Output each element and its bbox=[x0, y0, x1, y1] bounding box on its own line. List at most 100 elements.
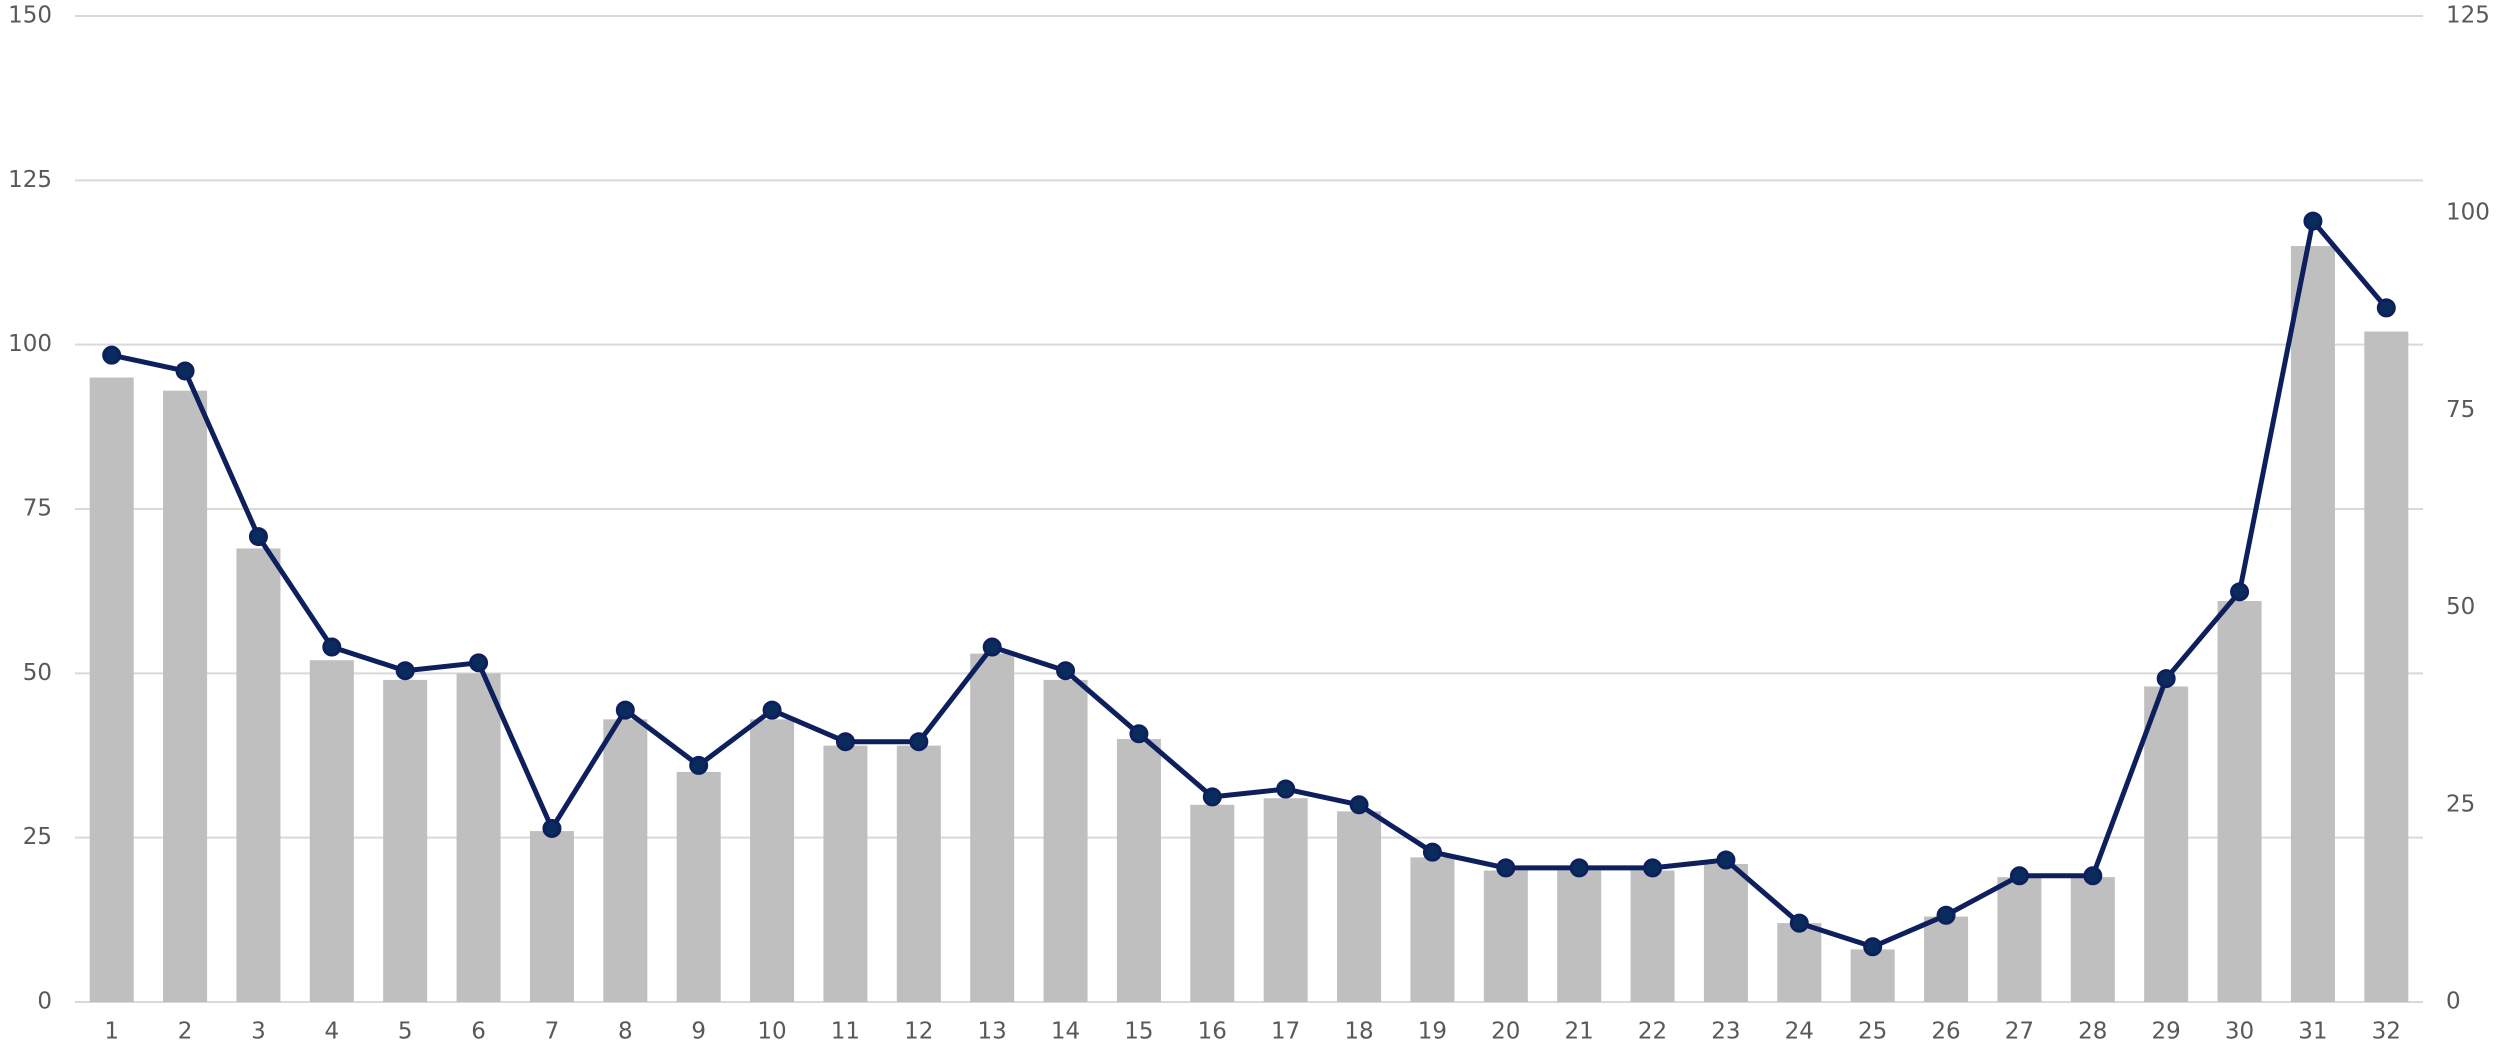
x-tick-label: 28 bbox=[2078, 1019, 2107, 1045]
x-tick-label: 14 bbox=[1051, 1019, 1080, 1045]
line-marker bbox=[2376, 298, 2396, 318]
line-marker bbox=[1569, 858, 1589, 878]
bar bbox=[1703, 863, 1748, 1002]
x-tick-label: 18 bbox=[1344, 1019, 1373, 1045]
line-marker bbox=[2009, 866, 2029, 886]
line-marker bbox=[1716, 850, 1736, 870]
line-marker bbox=[909, 732, 929, 752]
bar bbox=[2364, 331, 2409, 1002]
x-tick-label: 9 bbox=[691, 1019, 706, 1045]
x-tick-label: 16 bbox=[1198, 1019, 1227, 1045]
line-marker bbox=[1496, 858, 1516, 878]
x-tick-label: 4 bbox=[324, 1019, 339, 1045]
x-tick-label: 10 bbox=[757, 1019, 786, 1045]
bar bbox=[2217, 601, 2262, 1002]
line-marker bbox=[542, 818, 562, 838]
y2-tick-label: 50 bbox=[2446, 594, 2475, 620]
x-tick-label: 30 bbox=[2225, 1019, 2254, 1045]
y-tick-label: 25 bbox=[23, 824, 52, 850]
x-tick-label: 1 bbox=[104, 1019, 119, 1045]
line-marker bbox=[2303, 211, 2323, 231]
x-tick-label: 2 bbox=[178, 1019, 193, 1045]
x-tick-label: 22 bbox=[1638, 1019, 1667, 1045]
bar bbox=[236, 548, 281, 1002]
line-marker bbox=[1129, 724, 1149, 744]
x-tick-label: 7 bbox=[545, 1019, 560, 1045]
x-tick-label: 27 bbox=[2005, 1019, 2034, 1045]
y2-tick-label: 75 bbox=[2446, 397, 2475, 423]
line-marker bbox=[2156, 669, 2176, 689]
x-tick-label: 20 bbox=[1491, 1019, 1520, 1045]
x-tick-label: 29 bbox=[2152, 1019, 2181, 1045]
y-tick-label: 50 bbox=[23, 660, 52, 686]
line-marker bbox=[2083, 866, 2103, 886]
line-marker bbox=[1276, 779, 1296, 799]
x-tick-label: 23 bbox=[1711, 1019, 1740, 1045]
line-marker bbox=[835, 732, 855, 752]
x-tick-label: 3 bbox=[251, 1019, 266, 1045]
bar bbox=[1557, 870, 1602, 1002]
x-tick-label: 19 bbox=[1418, 1019, 1447, 1045]
line-marker bbox=[982, 637, 1002, 657]
x-tick-label: 13 bbox=[978, 1019, 1007, 1045]
bar bbox=[750, 719, 795, 1002]
bar bbox=[2070, 877, 2115, 1002]
bar bbox=[896, 745, 941, 1002]
x-tick-label: 32 bbox=[2372, 1019, 2401, 1045]
bar bbox=[823, 745, 868, 1002]
line-marker bbox=[1789, 913, 1809, 933]
line-marker bbox=[2230, 582, 2250, 602]
x-tick-label: 21 bbox=[1565, 1019, 1594, 1045]
x-tick-label: 24 bbox=[1785, 1019, 1814, 1045]
bar bbox=[1997, 877, 2042, 1002]
bar bbox=[529, 831, 574, 1002]
line-marker bbox=[1349, 795, 1369, 815]
bar bbox=[2290, 246, 2335, 1003]
line bbox=[111, 218, 2389, 950]
bar bbox=[2144, 686, 2189, 1002]
y-tick-label: 125 bbox=[8, 167, 52, 193]
bar bbox=[383, 679, 428, 1002]
line-marker bbox=[1056, 661, 1076, 681]
line-marker bbox=[689, 755, 709, 775]
x-tick-label: 25 bbox=[1858, 1019, 1887, 1045]
x-tick-label: 11 bbox=[831, 1019, 860, 1045]
line-marker bbox=[322, 637, 342, 657]
y-tick-label: 150 bbox=[8, 3, 52, 29]
bar bbox=[1337, 811, 1382, 1002]
x-tick-label: 15 bbox=[1124, 1019, 1153, 1045]
y-tick-label: 100 bbox=[8, 331, 52, 357]
line-marker bbox=[615, 700, 635, 720]
x-tick-label: 31 bbox=[2298, 1019, 2327, 1045]
bar bbox=[163, 390, 208, 1002]
bar bbox=[456, 673, 501, 1002]
line-marker bbox=[1643, 858, 1663, 878]
x-tick-label: 6 bbox=[471, 1019, 486, 1045]
bar bbox=[1630, 870, 1675, 1002]
bar bbox=[1410, 857, 1455, 1002]
line-marker bbox=[1863, 937, 1883, 957]
y2-tick-label: 0 bbox=[2446, 989, 2461, 1015]
line-marker bbox=[395, 661, 415, 681]
bar bbox=[603, 719, 648, 1002]
bar bbox=[676, 771, 721, 1002]
x-tick-label: 12 bbox=[904, 1019, 933, 1045]
line-marker bbox=[1202, 787, 1222, 807]
bar bbox=[1190, 804, 1235, 1002]
y-tick-label: 0 bbox=[37, 989, 52, 1015]
line-marker bbox=[248, 527, 268, 547]
bar bbox=[1263, 798, 1308, 1002]
x-tick-label: 17 bbox=[1271, 1019, 1300, 1045]
bar bbox=[1850, 949, 1895, 1002]
y2-tick-label: 100 bbox=[2446, 200, 2490, 226]
x-tick-label: 26 bbox=[1931, 1019, 1960, 1045]
line-marker bbox=[102, 345, 122, 365]
bar bbox=[1777, 923, 1822, 1002]
x-tick-label: 5 bbox=[398, 1019, 413, 1045]
line-marker bbox=[1422, 842, 1442, 862]
bar bbox=[1116, 739, 1161, 1002]
bar bbox=[309, 660, 354, 1002]
bar bbox=[1043, 679, 1088, 1002]
bar bbox=[1483, 870, 1528, 1002]
